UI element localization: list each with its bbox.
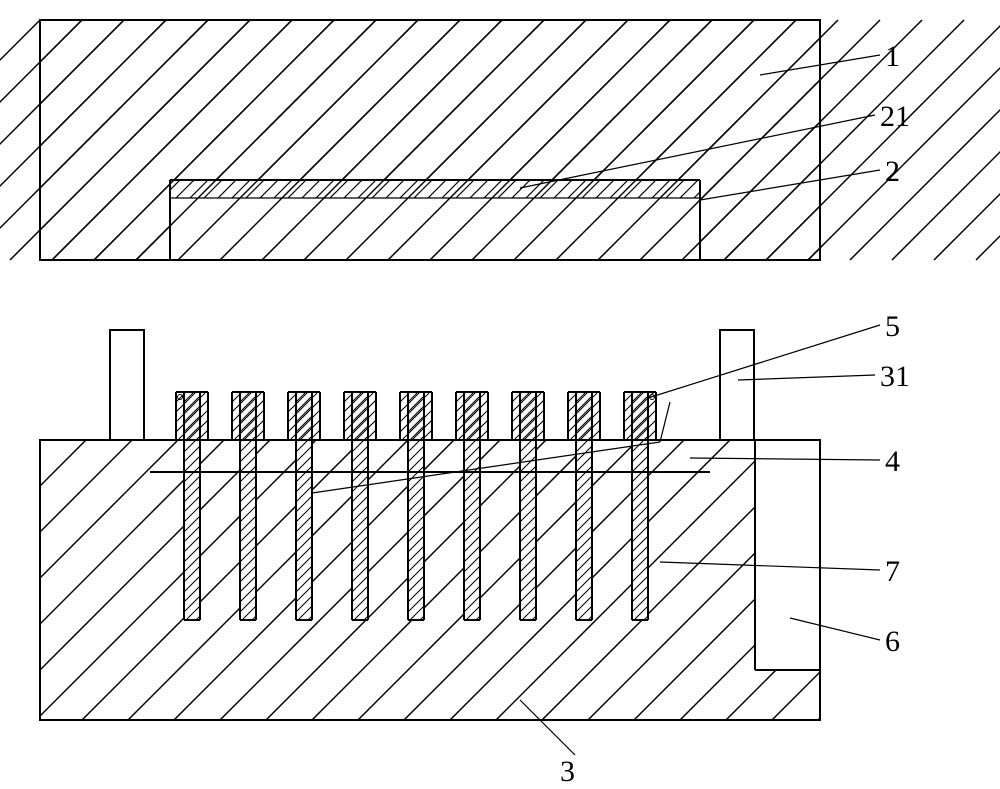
leader-line [520,700,575,755]
upper-outer [40,20,820,260]
label-4: 4 [885,445,900,479]
leader-line [690,458,880,460]
label-5: 5 [885,310,900,344]
leader-line [790,618,880,640]
rods [128,376,744,642]
leader-line [648,325,880,398]
label-1: 1 [885,40,900,74]
label-2: 2 [885,155,900,189]
lower-outer [40,440,820,720]
leader-line [738,375,875,380]
lower-hatch [0,440,1000,720]
leader-line [700,170,880,200]
leader-line [520,115,875,188]
post-right [720,330,754,440]
post-left [110,330,144,440]
label-3: 3 [560,755,575,789]
upper-hatch [0,20,1000,260]
label-6: 6 [885,625,900,659]
label-21: 21 [880,100,910,134]
label-31: 31 [880,360,910,394]
upper-liner [134,180,740,198]
label-7: 7 [885,555,900,589]
leader-line [660,402,670,442]
